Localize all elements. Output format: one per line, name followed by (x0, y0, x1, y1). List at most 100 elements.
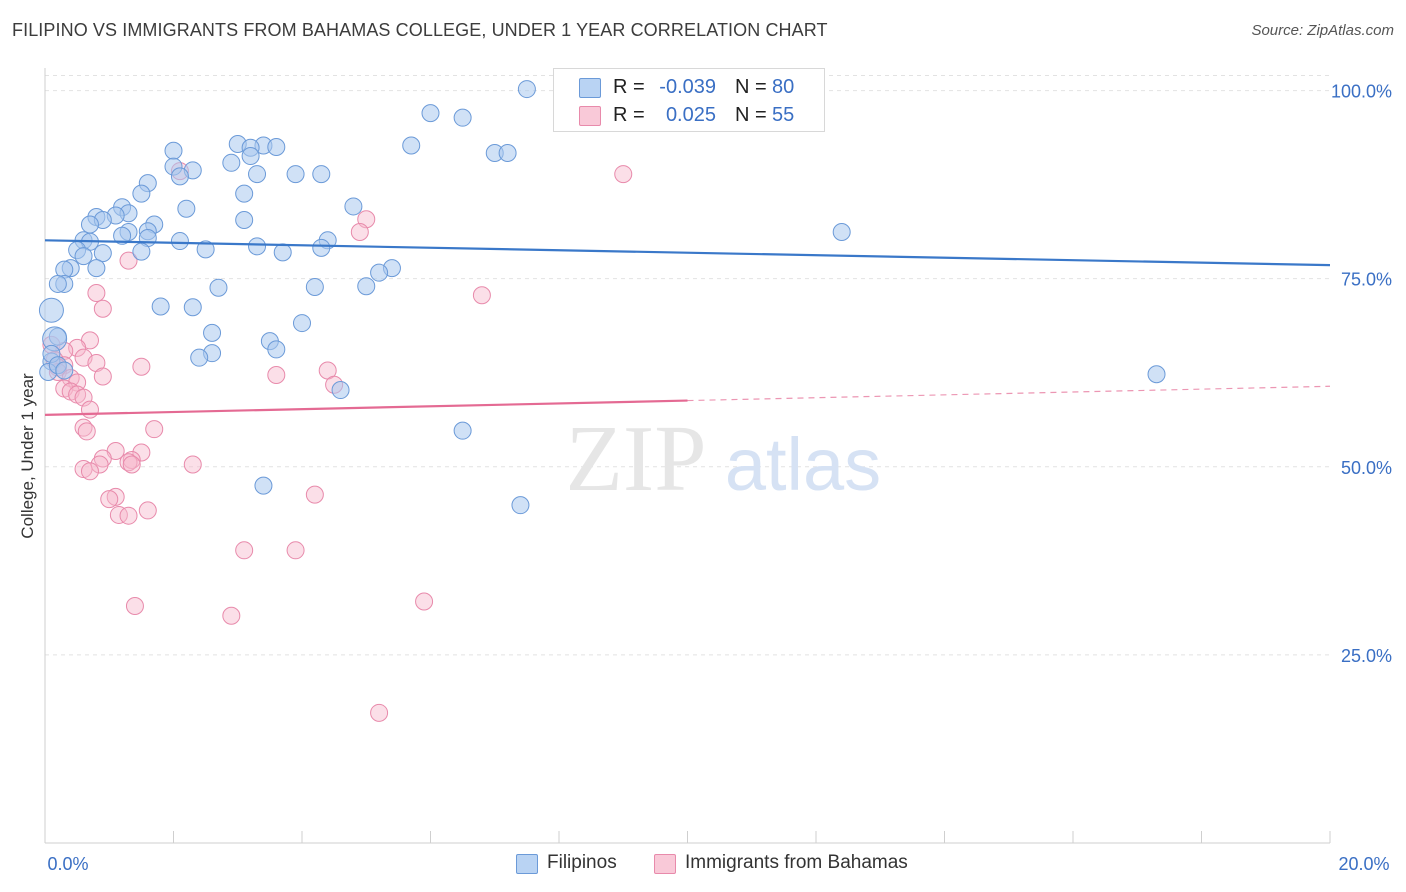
point-filipinos (331, 381, 350, 400)
point-filipinos (357, 277, 376, 296)
point-bahamas (132, 357, 151, 376)
point-filipinos (517, 80, 536, 99)
point-bahamas (119, 506, 138, 525)
point-filipinos (177, 199, 196, 218)
legend-swatch-blue (516, 854, 538, 874)
point-filipinos (402, 136, 421, 155)
point-bahamas (472, 286, 491, 305)
trend-line-filipinos (44, 239, 1331, 267)
point-filipinos (170, 232, 189, 251)
point-bahamas (235, 541, 254, 560)
point-filipinos (273, 243, 292, 262)
point-filipinos (113, 226, 132, 245)
point-filipinos (312, 238, 331, 257)
point-filipinos (248, 165, 267, 184)
point-bahamas (305, 485, 324, 504)
point-bahamas (370, 703, 389, 722)
point-filipinos (312, 165, 331, 184)
legend-label-filipinos: Filipinos (547, 852, 617, 873)
point-bahamas (119, 251, 138, 270)
point-filipinos (305, 277, 324, 296)
point-filipinos (222, 153, 241, 172)
point-bahamas (80, 462, 99, 481)
legend-r-label: R = (613, 76, 645, 98)
point-filipinos (267, 138, 286, 157)
point-bahamas (93, 367, 112, 386)
point-filipinos (196, 240, 215, 259)
point-filipinos (209, 278, 228, 297)
legend-swatch-pink (579, 106, 601, 126)
x-tick-label-right: 20.0% (1338, 854, 1389, 874)
point-bahamas (415, 592, 434, 611)
point-filipinos (344, 197, 363, 216)
point-filipinos (151, 297, 170, 316)
y-tick-label: 50.0% (1341, 458, 1392, 478)
point-filipinos (235, 210, 254, 229)
legend-swatch-pink (654, 854, 676, 874)
point-bahamas (100, 490, 119, 509)
watermark-atlas: atlas (725, 423, 881, 506)
legend-r-value: 0.025 (665, 104, 716, 126)
y-axis-title: College, Under 1 year (18, 373, 37, 539)
point-filipinos (293, 314, 311, 333)
point-bahamas (183, 455, 202, 474)
chart-title: FILIPINO VS IMMIGRANTS FROM BAHAMAS COLL… (12, 20, 828, 40)
point-bahamas (350, 223, 369, 242)
correlation-legend: R = -0.039 N = 80 R = 0.025 N = 55 (553, 68, 825, 132)
point-filipinos (453, 108, 472, 127)
y-tick-label: 100.0% (1331, 82, 1392, 102)
legend-row-filipinos: R = -0.039 N = 80 (554, 73, 824, 101)
point-bahamas (614, 165, 633, 184)
point-filipinos (1147, 365, 1166, 384)
legend-swatch-blue (579, 78, 601, 98)
point-filipinos (55, 361, 74, 380)
point-bahamas (267, 365, 286, 384)
legend-n-value: 55 (772, 104, 795, 126)
point-bahamas (80, 400, 99, 419)
point-filipinos (132, 242, 151, 261)
point-filipinos (286, 165, 305, 184)
point-filipinos (370, 263, 389, 282)
x-tick-label-left: 0.0% (47, 854, 88, 874)
point-filipinos (241, 147, 260, 166)
point-filipinos (421, 104, 440, 123)
point-filipinos (267, 340, 286, 359)
point-bahamas (222, 606, 241, 625)
point-bahamas (286, 541, 305, 560)
point-bahamas (138, 501, 157, 520)
point-bahamas (122, 451, 141, 470)
series-filipinos-points (38, 80, 1166, 515)
point-filipinos (48, 274, 67, 293)
legend-n-label: N = (735, 76, 767, 98)
point-filipinos (93, 244, 112, 263)
point-filipinos (183, 298, 202, 317)
point-filipinos (38, 297, 64, 323)
watermark-zip: ZIP (566, 407, 707, 511)
legend-r-label: R = (613, 104, 645, 126)
y-tick-label: 75.0% (1341, 270, 1392, 290)
source-label: Source: ZipAtlas.com (1251, 22, 1394, 39)
point-bahamas (119, 453, 138, 472)
point-bahamas (132, 443, 151, 462)
tick-labels: 25.0% 50.0% 75.0% 100.0% 0.0% 20.0% (47, 82, 1392, 874)
point-filipinos (254, 476, 273, 495)
point-filipinos (498, 144, 517, 163)
trend-line-bahamas-extrapolated (687, 385, 1331, 402)
point-filipinos (832, 223, 851, 242)
legend-label-bahamas: Immigrants from Bahamas (685, 852, 908, 873)
point-filipinos (74, 247, 93, 266)
axes (44, 68, 1331, 844)
point-bahamas (87, 283, 106, 302)
y-tick-label: 25.0% (1341, 646, 1392, 666)
point-bahamas (109, 505, 128, 524)
point-filipinos (164, 141, 183, 160)
point-filipinos (80, 215, 99, 234)
point-filipinos (87, 259, 106, 278)
point-filipinos (190, 348, 209, 367)
point-filipinos (248, 237, 267, 256)
point-filipinos (132, 184, 151, 203)
point-bahamas (125, 596, 144, 615)
point-filipinos (453, 421, 472, 440)
point-bahamas (122, 455, 141, 474)
